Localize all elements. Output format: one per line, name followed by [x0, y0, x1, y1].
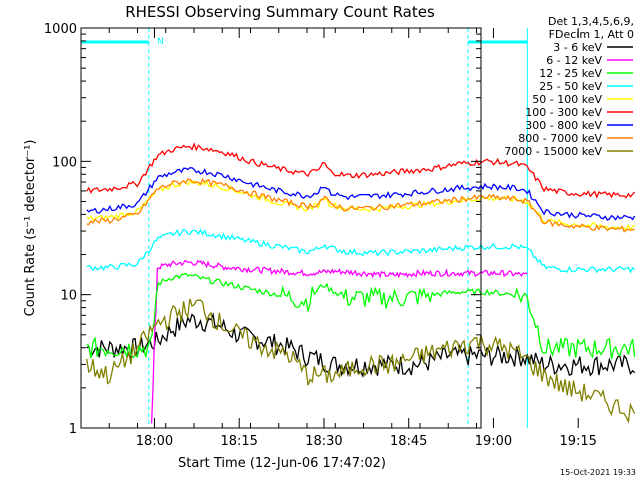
x-tick-label: 18:00 [136, 434, 173, 449]
series-line [86, 298, 636, 425]
legend-entry-label: 100 - 300 keV [525, 106, 602, 119]
y-axis-label: Count Rate (s⁻¹ detector⁻¹) [23, 140, 38, 317]
x-axis-label: Start Time (12-Jun-06 17:47:02) [178, 456, 386, 471]
plot-frame [80, 27, 482, 429]
series-line [86, 177, 635, 233]
x-tick-label: 19:15 [559, 434, 596, 449]
x-tick-label: 18:15 [220, 434, 257, 449]
legend-entry-label: 25 - 50 keV [539, 80, 602, 93]
series-line [150, 259, 528, 424]
y-axis: 1 10 100 1000 [44, 22, 481, 437]
plot-area [80, 28, 636, 428]
series-line [86, 167, 636, 221]
legend-entry-label: 3 - 6 keV [553, 41, 602, 54]
legend-entry-label: 300 - 800 keV [525, 119, 602, 132]
x-tick-label: 18:30 [305, 434, 342, 449]
timestamp: 15-Oct-2021 19:33 [560, 468, 636, 477]
legend-entry-label: 800 - 7000 keV [518, 132, 602, 145]
series-line [86, 272, 636, 360]
y-tick-label: 100 [52, 155, 77, 170]
y-tick-label: 10 [60, 289, 77, 304]
plot-border [80, 27, 482, 429]
chart-title: RHESSI Observing Summary Count Rates [125, 3, 435, 21]
legend-header-line-1: Det 1,3,4,5,6,9, [548, 15, 634, 28]
x-axis: 18:00 18:15 18:30 18:45 19:00 19:15 [80, 28, 597, 449]
y-tick-label: 1000 [44, 22, 77, 37]
legend-header-line-2: FDecim 1, Att 0 [549, 28, 634, 41]
series-line [86, 178, 636, 231]
legend-entry-label: 7000 - 15000 keV [504, 145, 602, 158]
flag-label: N [157, 37, 164, 47]
legend: Det 1,3,4,5,6,9, FDecim 1, Att 0 3 - 6 k… [504, 15, 634, 158]
x-tick-label: 19:00 [475, 434, 512, 449]
legend-entry-label: 6 - 12 keV [546, 54, 602, 67]
legend-entry-label: 50 - 100 keV [532, 93, 602, 106]
series-line [86, 228, 636, 274]
series-line [86, 142, 636, 200]
x-tick-label: 18:45 [390, 434, 427, 449]
y-tick-label: 1 [69, 422, 77, 437]
legend-entry-label: 12 - 25 keV [539, 67, 602, 80]
